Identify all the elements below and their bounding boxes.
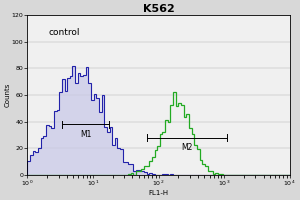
Text: control: control [48,28,80,37]
Title: K562: K562 [143,4,174,14]
Text: M1: M1 [80,130,91,139]
X-axis label: FL1-H: FL1-H [148,190,169,196]
Y-axis label: Counts: Counts [4,83,10,107]
Text: M2: M2 [181,143,193,152]
